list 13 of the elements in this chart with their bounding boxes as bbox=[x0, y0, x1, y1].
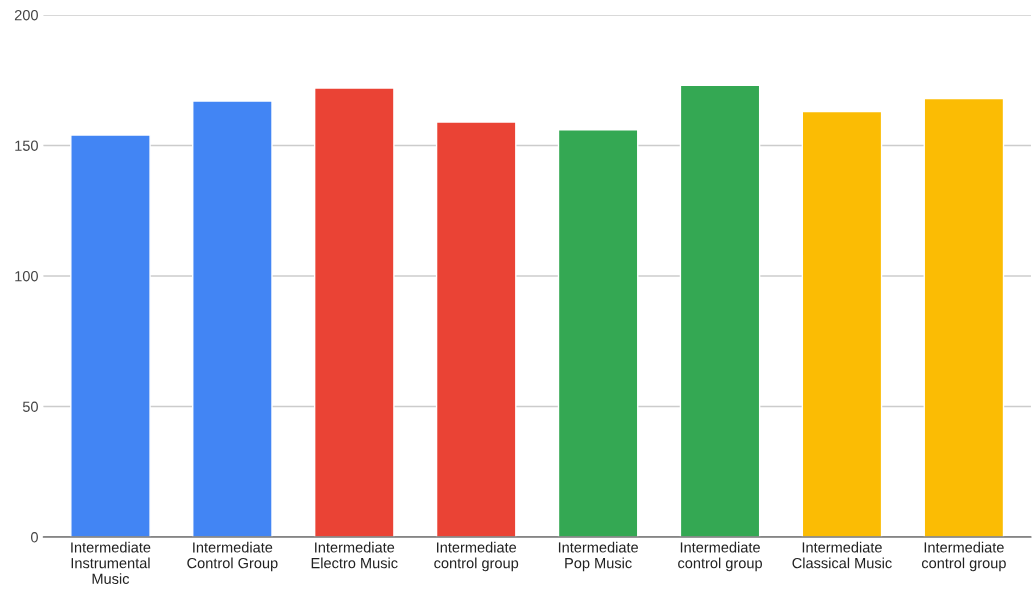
x-tick-label: Intermediate Classical Music bbox=[792, 541, 892, 569]
y-tick-label: 200 bbox=[14, 10, 38, 21]
x-tick-label: Intermediate control group bbox=[434, 541, 519, 572]
x-tick-label: Intermediate Electro Music bbox=[311, 541, 398, 569]
y-tick-label: 0 bbox=[30, 532, 38, 543]
y-tick-label: 150 bbox=[15, 140, 38, 151]
x-tick-label: Intermediate control group bbox=[921, 541, 1006, 572]
x-tick-label: Intermediate control group bbox=[678, 541, 762, 572]
x-tick-label: Intermediate Pop Music bbox=[558, 541, 639, 572]
x-tick-label: Intermediate Instrumental Music bbox=[71, 541, 151, 584]
x-tick-label: Intermediate Control Group bbox=[187, 541, 278, 572]
y-tick-label: 50 bbox=[22, 401, 38, 412]
y-tick-label: 100 bbox=[15, 271, 38, 282]
